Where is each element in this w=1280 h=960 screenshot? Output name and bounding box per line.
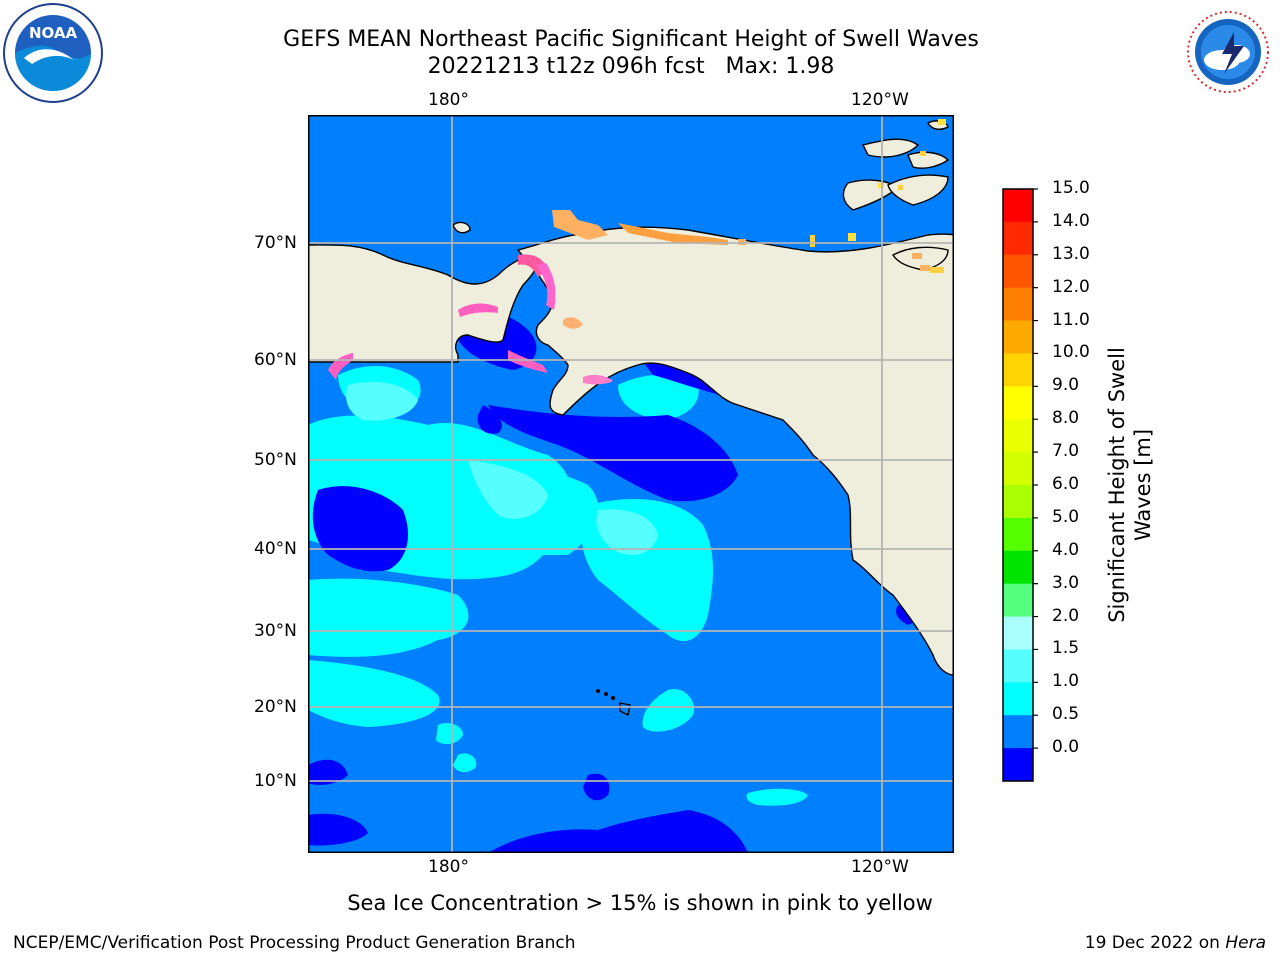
colorbar-label: 1.5 <box>1052 638 1080 659</box>
swell-zone-1-5-to-2-0 <box>346 381 658 555</box>
lat-tick-40n: 40°N <box>254 539 297 559</box>
colorbar <box>1002 188 1038 782</box>
colorbar-segment <box>1003 353 1033 387</box>
lat-tick-60n: 60°N <box>254 350 297 370</box>
noaa-logo-icon: NOAA <box>3 3 103 103</box>
lat-tick-30n: 30°N <box>254 621 297 641</box>
lat-tick-10n: 10°N <box>254 771 297 791</box>
noaa-logo-text: NOAA <box>29 24 78 42</box>
footer-host: Hera <box>1225 933 1266 953</box>
footer-date: 19 Dec 2022 on Hera <box>1085 933 1266 953</box>
map-graticule <box>308 115 954 853</box>
colorbar-segment <box>1003 682 1033 716</box>
colorbar-segment <box>1003 583 1033 618</box>
colorbar-label: 7.0 <box>1052 441 1080 462</box>
colorbar-segment <box>1003 221 1033 256</box>
lat-tick-50n: 50°N <box>254 450 297 470</box>
map-title: GEFS MEAN Northeast Pacific Significant … <box>283 27 979 52</box>
colorbar-label: 0.0 <box>1052 737 1080 758</box>
colorbar-label: 15.0 <box>1052 178 1090 198</box>
colorbar-label: 9.0 <box>1052 375 1080 396</box>
colorbar-segment <box>1003 287 1033 322</box>
sea-ice-caption: Sea Ice Concentration > 15% is shown in … <box>347 891 933 915</box>
colorbar-label: 11.0 <box>1052 309 1090 330</box>
national-weather-service-logo-icon <box>1181 5 1275 99</box>
colorbar-segment <box>1003 748 1033 782</box>
footer-date-text: 19 Dec 2022 on <box>1084 933 1226 953</box>
colorbar-segment <box>1003 517 1033 552</box>
colorbar-segment <box>1003 715 1033 749</box>
colorbar-label: 1.0 <box>1052 671 1080 692</box>
colorbar-label: 3.0 <box>1052 572 1080 593</box>
colorbar-label: 14.0 <box>1052 210 1090 231</box>
bottom-lon-tick-120w: 120°W <box>851 857 909 877</box>
lat-tick-20n: 20°N <box>254 697 297 717</box>
colorbar-label: 13.0 <box>1052 243 1090 264</box>
colorbar-segment <box>1003 386 1033 420</box>
colorbar-label: 5.0 <box>1052 506 1080 527</box>
map-subtitle: 20221213 t12z 096h fcst Max: 1.98 <box>427 54 835 79</box>
bottom-lon-tick-180: 180° <box>428 857 469 877</box>
colorbar-label: 0.5 <box>1052 704 1080 725</box>
colorbar-segment <box>1003 485 1033 519</box>
colorbar-segment <box>1003 452 1033 486</box>
colorbar-label: 4.0 <box>1052 539 1080 560</box>
colorbar-label: 6.0 <box>1052 474 1080 494</box>
hawaii-islands <box>596 689 631 717</box>
colorbar-segment <box>1003 649 1033 683</box>
lat-tick-70n: 70°N <box>254 233 297 253</box>
sea-ice-concentration <box>328 119 946 385</box>
colorbar-segment <box>1003 616 1033 650</box>
colorbar-segment <box>1003 254 1033 289</box>
land-north-america-asia <box>308 120 954 676</box>
swell-height-map <box>308 115 954 853</box>
map-frame <box>308 115 954 853</box>
colorbar-segment <box>1003 320 1033 354</box>
colorbar-title: Significant Height of Swell Waves [m] <box>1105 347 1155 623</box>
colorbar-segment <box>1003 189 1033 223</box>
footer-credit: NCEP/EMC/Verification Post Processing Pr… <box>13 933 576 953</box>
colorbar-segment <box>1003 419 1033 453</box>
top-lon-tick-180: 180° <box>428 90 469 110</box>
colorbar-segment <box>1003 550 1033 585</box>
colorbar-label: 2.0 <box>1052 605 1080 626</box>
colorbar-label: 10.0 <box>1052 342 1090 363</box>
top-lon-tick-120w: 120°W <box>851 90 909 110</box>
colorbar-label: 8.0 <box>1052 408 1080 429</box>
colorbar-label: 12.0 <box>1052 276 1090 297</box>
